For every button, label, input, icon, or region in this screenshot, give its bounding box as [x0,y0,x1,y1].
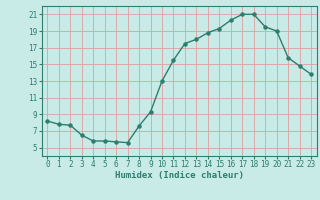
X-axis label: Humidex (Indice chaleur): Humidex (Indice chaleur) [115,171,244,180]
